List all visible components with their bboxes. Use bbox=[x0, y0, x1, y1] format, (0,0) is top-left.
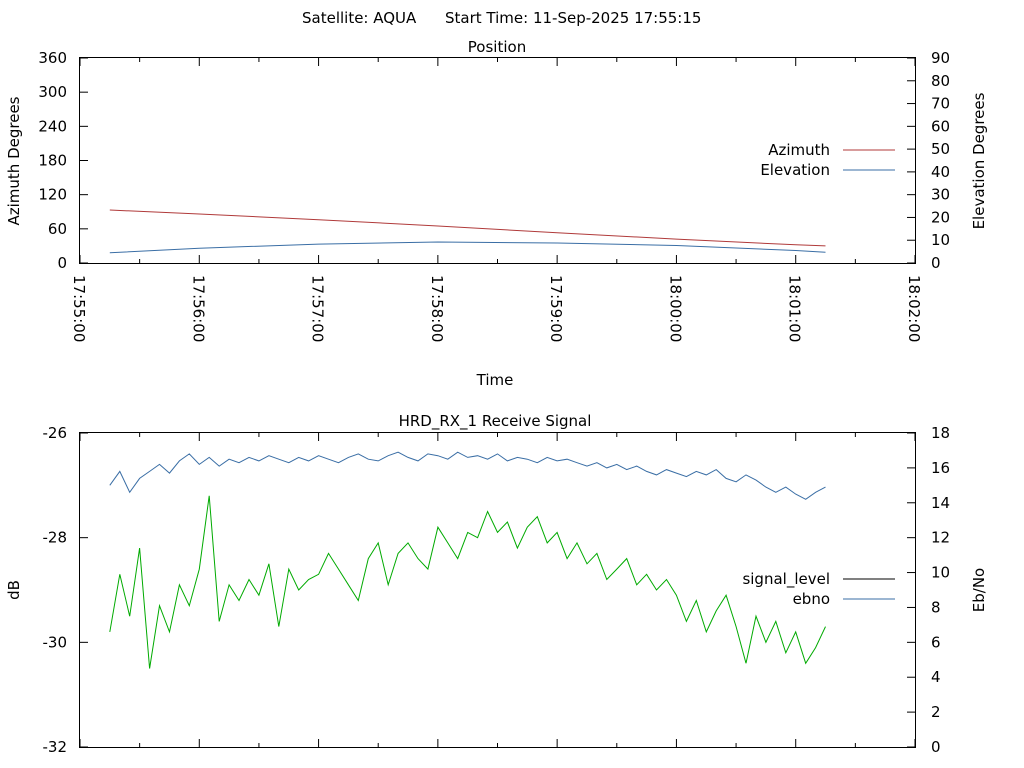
x-tick-label: 17:56:00 bbox=[189, 275, 207, 342]
x-tick-label: 18:00:00 bbox=[666, 275, 684, 342]
db-axis-label: dB bbox=[5, 580, 23, 600]
legend-label: Elevation bbox=[760, 161, 830, 179]
legend-label: signal_level bbox=[742, 570, 830, 589]
left-y-tick-label: 180 bbox=[38, 152, 67, 170]
legend-label: ebno bbox=[793, 590, 830, 608]
right-y-tick-label: 10 bbox=[931, 564, 950, 582]
left-y-tick-label: 60 bbox=[48, 220, 67, 238]
position-chart: Position Azimuth Degrees Elevation Degre… bbox=[5, 38, 988, 389]
x-tick-label: 18:02:00 bbox=[905, 275, 923, 342]
left-y-tick-label: -30 bbox=[43, 633, 68, 651]
left-y-tick-label: 0 bbox=[57, 254, 67, 272]
right-y-tick-label: 18 bbox=[931, 424, 950, 442]
right-y-tick-label: 16 bbox=[931, 459, 950, 477]
left-y-tick-label: 360 bbox=[38, 49, 67, 67]
left-y-tick-label: -26 bbox=[43, 424, 68, 442]
right-y-tick-label: 20 bbox=[931, 208, 950, 226]
right-y-tick-label: 0 bbox=[931, 738, 941, 756]
right-y-tick-label: 14 bbox=[931, 494, 950, 512]
right-y-tick-label: 90 bbox=[931, 49, 950, 67]
series-line-ebno bbox=[109, 451, 826, 500]
series-line-signal-level bbox=[109, 495, 826, 669]
right-y-tick-label: 0 bbox=[931, 254, 941, 272]
series-line-azimuth bbox=[109, 209, 826, 247]
signal-plot-frame bbox=[79, 432, 916, 748]
right-y-tick-label: 12 bbox=[931, 529, 950, 547]
start-time-label: Start Time: 11-Sep-2025 17:55:15 bbox=[445, 9, 701, 27]
left-y-tick-label: 300 bbox=[38, 83, 67, 101]
right-y-tick-label: 4 bbox=[931, 668, 941, 686]
ebno-axis-label: Eb/No bbox=[970, 568, 988, 612]
legend-label: Azimuth bbox=[768, 141, 830, 159]
left-y-tick-label: -32 bbox=[43, 738, 68, 756]
left-y-tick-label: 120 bbox=[38, 186, 67, 204]
right-y-tick-label: 2 bbox=[931, 703, 941, 721]
right-y-tick-label: 30 bbox=[931, 186, 950, 204]
left-y-tick-label: -28 bbox=[43, 529, 68, 547]
right-y-tick-label: 80 bbox=[931, 72, 950, 90]
right-y-tick-label: 10 bbox=[931, 231, 950, 249]
x-tick-label: 17:58:00 bbox=[428, 275, 446, 342]
x-tick-label: 17:59:00 bbox=[547, 275, 565, 342]
azimuth-axis-label: Azimuth Degrees bbox=[5, 96, 23, 225]
right-y-tick-label: 6 bbox=[931, 633, 941, 651]
x-tick-label: 18:01:00 bbox=[786, 275, 804, 342]
position-chart-title: Position bbox=[468, 38, 526, 56]
right-y-tick-label: 40 bbox=[931, 163, 950, 181]
right-y-tick-label: 70 bbox=[931, 95, 950, 113]
right-y-tick-label: 60 bbox=[931, 117, 950, 135]
left-y-tick-label: 240 bbox=[38, 117, 67, 135]
satellite-label: Satellite: AQUA bbox=[302, 9, 417, 27]
x-tick-label: 17:57:00 bbox=[309, 275, 327, 342]
right-y-tick-label: 8 bbox=[931, 598, 941, 616]
receive-signal-chart: HRD_RX_1 Receive Signal dB Eb/No -32 -30 -… bbox=[5, 412, 988, 756]
elevation-axis-label: Elevation Degrees bbox=[970, 92, 988, 229]
receive-signal-chart-title: HRD_RX_1 Receive Signal bbox=[399, 412, 592, 431]
position-plot-frame bbox=[79, 57, 916, 264]
time-axis-label: Time bbox=[476, 371, 514, 389]
right-y-tick-label: 50 bbox=[931, 140, 950, 158]
series-line-elevation bbox=[109, 241, 826, 254]
x-tick-label: 17:55:00 bbox=[70, 275, 88, 342]
